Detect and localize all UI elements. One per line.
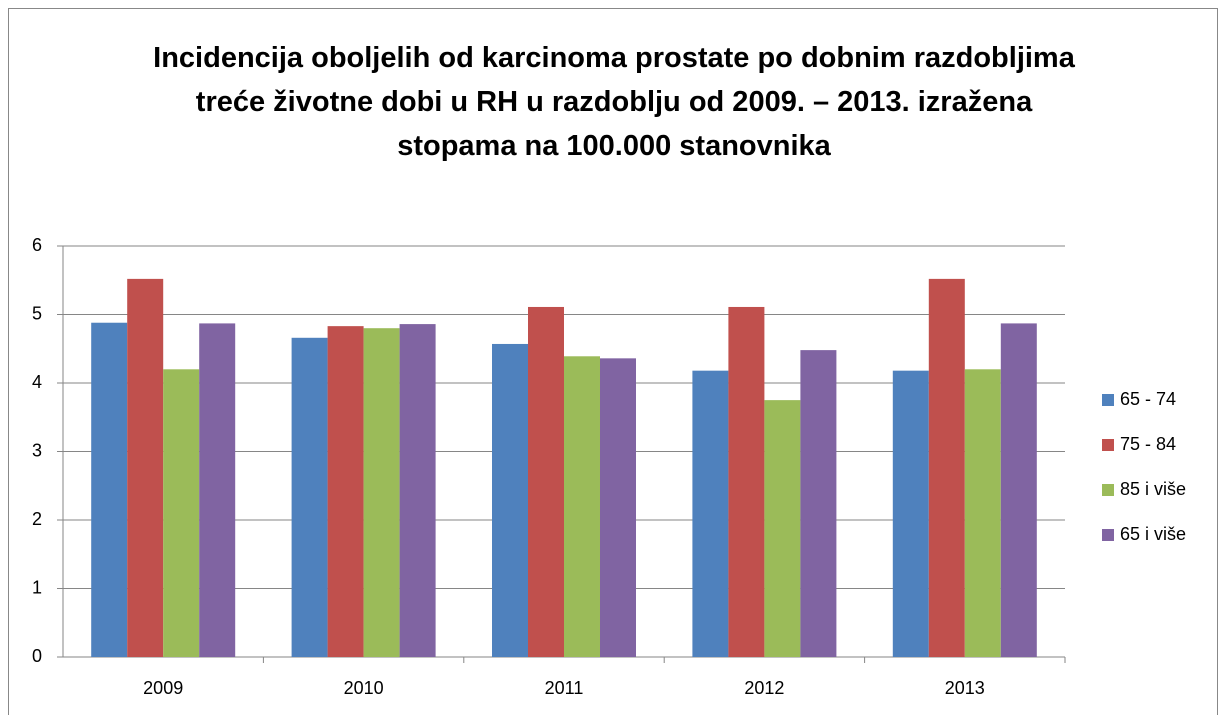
bar [199, 323, 236, 657]
x-tick-label: 2012 [744, 678, 784, 698]
bar [692, 370, 729, 657]
legend-swatch [1102, 439, 1114, 451]
bar [528, 306, 564, 657]
legend-swatch [1102, 484, 1114, 496]
bar [91, 322, 128, 657]
x-tick-label: 2009 [143, 678, 183, 698]
bar [327, 326, 364, 657]
legend-label: 85 i više [1120, 479, 1186, 499]
bar [291, 337, 328, 657]
bar [600, 358, 636, 657]
bar [800, 350, 837, 657]
legend-label: 75 - 84 [1120, 434, 1176, 454]
y-tick-label: 1 [32, 577, 42, 597]
x-tick-label: 2010 [344, 678, 384, 698]
legend-label: 65 i više [1120, 524, 1186, 544]
legend-swatch [1102, 529, 1114, 541]
bar [399, 324, 436, 657]
bar [764, 400, 801, 657]
bar [1000, 323, 1037, 657]
y-tick-label: 4 [32, 372, 42, 392]
bar [564, 356, 600, 657]
x-tick-label: 2011 [545, 678, 584, 698]
y-tick-label: 0 [32, 646, 42, 666]
chart-border [8, 8, 1218, 715]
bar [492, 343, 528, 657]
bar [163, 369, 200, 657]
y-tick-label: 2 [32, 509, 42, 529]
y-tick-label: 3 [32, 440, 42, 460]
bar [363, 328, 400, 657]
y-tick-label: 6 [32, 235, 42, 255]
bar [127, 278, 164, 657]
bar [728, 306, 765, 657]
chart-title: Incidencija oboljelih od karcinoma prost… [153, 42, 1075, 162]
bar [892, 370, 929, 657]
x-tick-label: 2013 [945, 678, 985, 698]
legend-swatch [1102, 394, 1114, 406]
y-tick-label: 5 [32, 303, 42, 323]
bar [964, 369, 1001, 657]
bar [928, 278, 965, 657]
legend-label: 65 - 74 [1120, 389, 1176, 409]
